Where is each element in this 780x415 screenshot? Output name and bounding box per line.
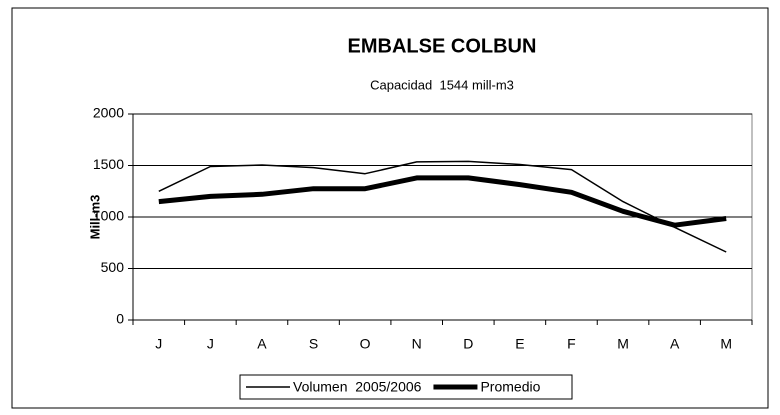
legend-box bbox=[239, 374, 573, 400]
y-tick-label: 500 bbox=[101, 259, 125, 275]
x-tick-label: J bbox=[155, 336, 162, 352]
x-tick-label: O bbox=[360, 336, 371, 352]
chart-subtitle: Capacidad 1544 mill-m3 bbox=[370, 77, 514, 92]
legend-label: Volumen 2005/2006 bbox=[293, 379, 422, 395]
chart-title: EMBALSE COLBUN bbox=[348, 35, 537, 57]
x-tick-label: M bbox=[617, 336, 629, 352]
series-line bbox=[158, 160, 727, 253]
series-line bbox=[158, 175, 727, 228]
x-tick-label: A bbox=[670, 336, 680, 352]
x-tick-label: N bbox=[412, 336, 422, 352]
y-tick-label: 0 bbox=[116, 311, 124, 327]
x-tick-label: E bbox=[515, 336, 524, 352]
x-tick-label: D bbox=[463, 336, 473, 352]
y-axis-label: Mill-m3 bbox=[87, 195, 102, 240]
y-tick-label: 1500 bbox=[93, 156, 124, 172]
y-tick-label: 2000 bbox=[93, 105, 124, 121]
x-tick-label: S bbox=[309, 336, 318, 352]
x-tick-label: F bbox=[567, 336, 576, 352]
x-tick-label: A bbox=[257, 336, 267, 352]
legend-label: Promedio bbox=[480, 379, 540, 395]
x-tick-label: M bbox=[720, 336, 732, 352]
y-tick-label: 1000 bbox=[93, 208, 124, 224]
x-tick-label: J bbox=[207, 336, 214, 352]
